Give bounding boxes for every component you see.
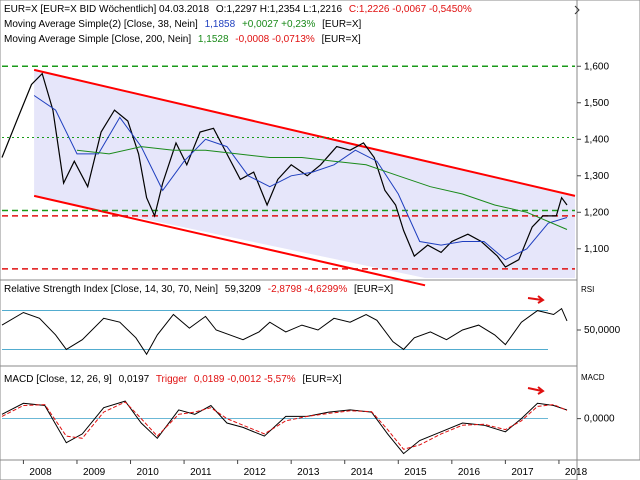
- rsi-header: Relative Strength Index [Close, 14, 30, …: [4, 284, 393, 295]
- x-tick-label: 2015: [404, 467, 427, 478]
- rsi-label: Relative Strength Index [Close, 14, 30, …: [4, 284, 218, 295]
- channel-lower-line: [33, 194, 426, 287]
- symbol-info: EUR=X [EUR=X BID Wöchentlich] 04.03.2018: [4, 4, 210, 15]
- macd-suffix: [EUR=X]: [302, 374, 341, 385]
- ma200-label: Moving Average Simple [Close, 200, Nein]: [4, 34, 191, 45]
- y-tick-label: 50,0000: [584, 325, 621, 336]
- x-tick-label: 2016: [458, 467, 481, 478]
- x-tick-label: 2010: [137, 467, 160, 478]
- x-tick-label: 2017: [511, 467, 534, 478]
- x-tick-label: 2008: [29, 467, 52, 478]
- y-tick-label: 1,300: [584, 171, 609, 182]
- ma38-label: Moving Average Simple(2) [Close, 38, Nei…: [4, 19, 198, 30]
- close-value: C:1,2226 -0,0067 -0,5450%: [349, 4, 472, 15]
- y-tick-label: 1,400: [584, 134, 609, 145]
- x-tick-label: 2014: [351, 467, 374, 478]
- macd-panel-label: MACD: [581, 373, 605, 382]
- chevron-right-icon: [574, 5, 580, 15]
- trend-arrow-icon: [527, 386, 545, 395]
- ma200-change: -0,0008 -0,0713%: [235, 34, 315, 45]
- x-tick-label: 2011: [190, 467, 212, 478]
- x-tick-label: 2012: [244, 467, 267, 478]
- ma200-suffix: [EUR=X]: [322, 34, 361, 45]
- macd-trigger-label: Trigger: [156, 374, 188, 385]
- price-line: [1, 72, 568, 268]
- ma38-header: Moving Average Simple(2) [Close, 38, Nei…: [4, 19, 362, 30]
- macd-trigger-value: 0,0189 -0,0012 -5,57%: [194, 374, 296, 385]
- y-tick-label: 1,600: [584, 61, 609, 72]
- macd-value: 0,0197: [119, 374, 150, 385]
- ma38-suffix: [EUR=X]: [322, 19, 361, 30]
- macd-header: MACD [Close, 12, 26, 9] 0,0197 Trigger 0…: [4, 374, 342, 385]
- right-axis: [576, 0, 640, 461]
- y-tick-label: 1,500: [584, 98, 609, 109]
- ohl-values: O:1,2297 H:1,2354 L:1,2216: [216, 4, 343, 15]
- trend-arrow-icon: [527, 295, 545, 304]
- ma200-line: [76, 146, 568, 230]
- ma38-value: 1,1858: [205, 19, 236, 30]
- channel-upper-line: [33, 68, 576, 197]
- ma200-value: 1,1528: [198, 34, 229, 45]
- time-axis: [0, 459, 578, 480]
- price-header-line1: EUR=X [EUR=X BID Wöchentlich] 04.03.2018…: [4, 4, 472, 15]
- rsi-suffix: [EUR=X]: [354, 284, 393, 295]
- y-tick-label: 1,200: [584, 207, 609, 218]
- x-tick-label: 2009: [83, 467, 106, 478]
- x-tick-label: 2013: [297, 467, 320, 478]
- macd-panel: [0, 365, 578, 461]
- ma38-change: +0,0027 +0,23%: [242, 19, 316, 30]
- x-tick-label: 2018: [565, 467, 588, 478]
- rsi-change: -2,8798 -4,6299%: [268, 284, 348, 295]
- macd-line: [1, 400, 568, 455]
- rsi-panel-label: RSI: [581, 285, 594, 294]
- y-tick-label: 1,100: [584, 244, 609, 255]
- trigger-line: [1, 401, 568, 450]
- ma38-line: [33, 95, 568, 261]
- ma200-header: Moving Average Simple [Close, 200, Nein]…: [4, 34, 361, 45]
- rsi-value: 59,3209: [225, 284, 262, 295]
- y-tick-label: 0,0000: [584, 414, 615, 425]
- panel-menu-icon[interactable]: [574, 5, 580, 15]
- rsi-panel: [0, 279, 578, 367]
- rsi-line: [1, 307, 568, 356]
- macd-label: MACD [Close, 12, 26, 9]: [4, 374, 112, 385]
